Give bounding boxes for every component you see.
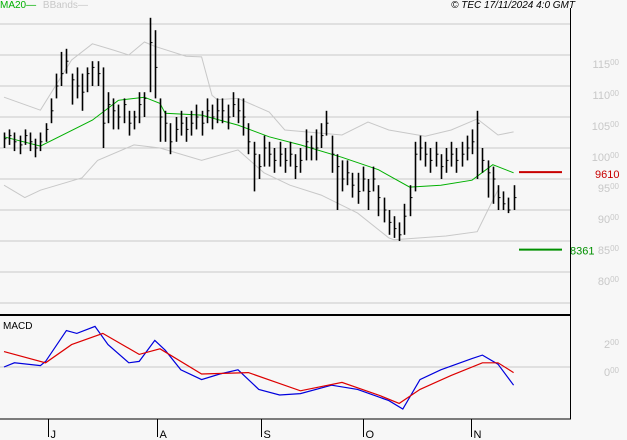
- price-tick-label: 8500: [598, 244, 620, 257]
- bband-upper: [3, 41, 514, 137]
- macd-pane: [3, 325, 515, 410]
- resistance-label: 9610: [595, 169, 619, 181]
- price-tick-label: 9000: [598, 213, 620, 226]
- price-tick-label: 11000: [593, 89, 620, 102]
- support-label: 8361: [570, 246, 594, 258]
- copyright-text: © TEC 17/11/2024 4:0 GMT: [451, 0, 575, 11]
- legend-ma20: MA20: [0, 0, 27, 11]
- axes: 11500 11000 10500 10000 9500 9000 8500 8000 200 0…: [0, 8, 620, 440]
- signal-line: [3, 332, 514, 405]
- price-tick-label: 9500: [598, 182, 620, 195]
- macd-tick-label: 200: [604, 338, 620, 351]
- bband-lower: [3, 144, 499, 241]
- legend-bbands: BBands: [42, 0, 78, 11]
- x-tick-label: O: [366, 429, 375, 440]
- x-tick-label: N: [474, 429, 482, 440]
- x-tick-label: J: [51, 429, 57, 440]
- x-tick-label: S: [264, 429, 271, 440]
- price-tick-label: 8000: [598, 275, 620, 288]
- macd-tick-label: 000: [604, 366, 620, 379]
- price-tick-label: 11500: [593, 58, 620, 71]
- legend: MA20— BBands—: [0, 0, 88, 11]
- support-resistance-levels: 9610 8361: [519, 169, 619, 258]
- ohlc-bars: [3, 17, 517, 241]
- x-tick-label: A: [160, 429, 168, 440]
- price-tick-label: 10000: [592, 151, 620, 164]
- macd-title: MACD: [3, 321, 33, 332]
- macd-line: [3, 325, 515, 410]
- price-tick-label: 10500: [592, 120, 620, 133]
